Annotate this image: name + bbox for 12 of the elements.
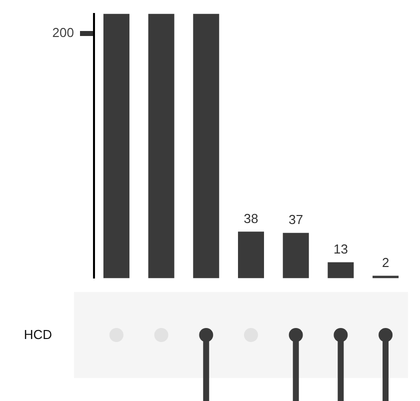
data-label: 37	[288, 212, 304, 227]
data-label: 13	[333, 241, 348, 256]
bar	[193, 14, 220, 278]
data-label: 38	[244, 210, 258, 226]
bar	[103, 14, 130, 278]
bar	[328, 262, 354, 278]
bar	[282, 232, 309, 278]
y-tick-label: 200	[52, 24, 74, 40]
data-label: 2	[382, 254, 390, 270]
bar	[148, 14, 174, 278]
text: HCD	[22, 327, 52, 342]
bar	[238, 232, 264, 278]
